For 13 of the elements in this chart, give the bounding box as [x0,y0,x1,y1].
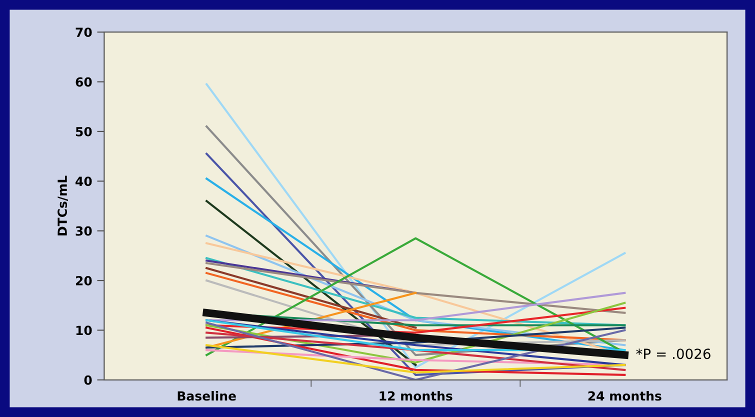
x-tick-label: 12 months [380,391,452,401]
y-tick-label: 0 [84,375,92,385]
y-tick-label: 60 [76,77,92,87]
x-tick-label: Baseline [178,391,236,401]
y-tick-label: 20 [76,276,92,286]
y-tick-label: 50 [76,126,92,136]
y-tick-label: 70 [76,28,92,38]
y-axis-title: DTCs/mL [58,176,68,236]
y-tick-label: 30 [76,226,92,236]
y-tick-label: 40 [76,176,92,186]
y-tick-label: 10 [76,326,92,336]
annotation: *P = .0026 [636,348,710,360]
x-tick-label: 24 months [588,391,662,401]
